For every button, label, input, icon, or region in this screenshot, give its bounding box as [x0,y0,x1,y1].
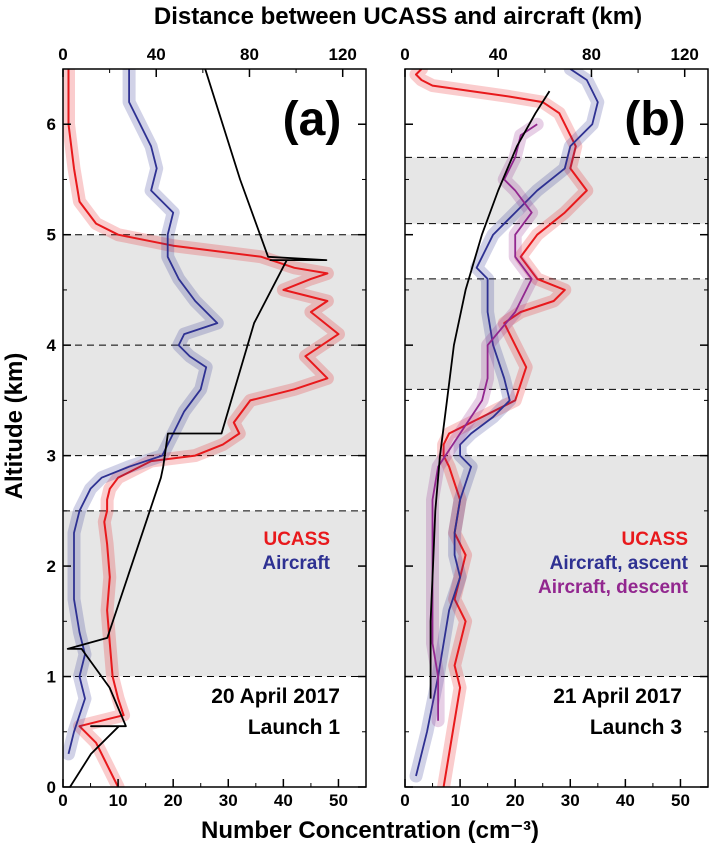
x2-tick-label: 0 [58,45,67,64]
x-tick-label: 30 [561,791,580,810]
annotation-launch: Launch 1 [248,716,341,739]
x2-tick-label: 40 [147,45,166,64]
series-line-distance [66,69,328,787]
shaded-band-3 [405,157,708,224]
x-tick-label: 50 [329,791,348,810]
top-axis-title: Distance between UCASS and aircraft (km) [154,3,642,30]
y-tick-label: 6 [47,115,56,134]
x-tick-label: 50 [671,791,690,810]
x-tick-label: 20 [164,791,183,810]
annotation-date: 20 April 2017 [211,685,340,708]
y-axis-title: Altitude (km) [1,353,28,500]
legend-entry: UCASS [263,529,330,550]
shaded-band-1 [63,510,366,677]
plot-frame [404,68,709,788]
y-tick-label: 5 [47,226,56,245]
series-line-ucass [415,69,588,787]
x-axis-title: Number Concentration (cm⁻³) [201,817,539,844]
y-tick-label: 3 [47,447,56,466]
y-tick-label: 4 [47,336,57,355]
x-tick-label: 10 [109,791,128,810]
x-tick-label: 40 [616,791,635,810]
shaded-band-1 [405,455,708,677]
x-tick-label: 20 [506,791,525,810]
legend-entry: Aircraft, ascent [550,553,689,574]
plot-frame [62,68,367,788]
x-tick-label: 10 [451,791,470,810]
panel-label: (a) [283,93,342,146]
legend-entry: UCASS [621,529,688,550]
panel-a: 0 10 20 30 40 50 0 40 80 120 0 1 2 3 4 5 6 (a) UCASS Aircra… [47,45,367,810]
x2-tick-label: 40 [489,45,508,64]
legend-entry: Aircraft, descent [538,577,689,598]
legend-entry: Aircraft [262,553,330,574]
y-tick-label: 0 [47,778,56,797]
y-tick-label: 1 [47,668,56,687]
x2-tick-label: 120 [329,45,357,64]
series-line-ucass [67,69,340,787]
annotation-launch: Launch 3 [590,716,682,739]
annotation-date: 21 April 2017 [553,685,682,708]
panel-b: 0 10 20 30 40 50 0 40 80 120 (b) UCASS Aircraft, asc… [400,45,709,810]
panel-label: (b) [624,93,685,146]
x-tick-label: 30 [219,791,238,810]
y-tick-label: 2 [47,557,56,576]
x2-tick-label: 80 [240,45,259,64]
x2-tick-label: 0 [400,45,409,64]
x-tick-label: 0 [400,791,409,810]
x-tick-label: 0 [58,791,67,810]
series-line-aircraft [67,69,219,755]
x2-tick-label: 80 [582,45,601,64]
x2-tick-label: 120 [671,45,699,64]
series-line-distance [429,90,551,699]
series-line-aircraft-ascent [415,69,599,777]
x-tick-label: 40 [274,791,293,810]
